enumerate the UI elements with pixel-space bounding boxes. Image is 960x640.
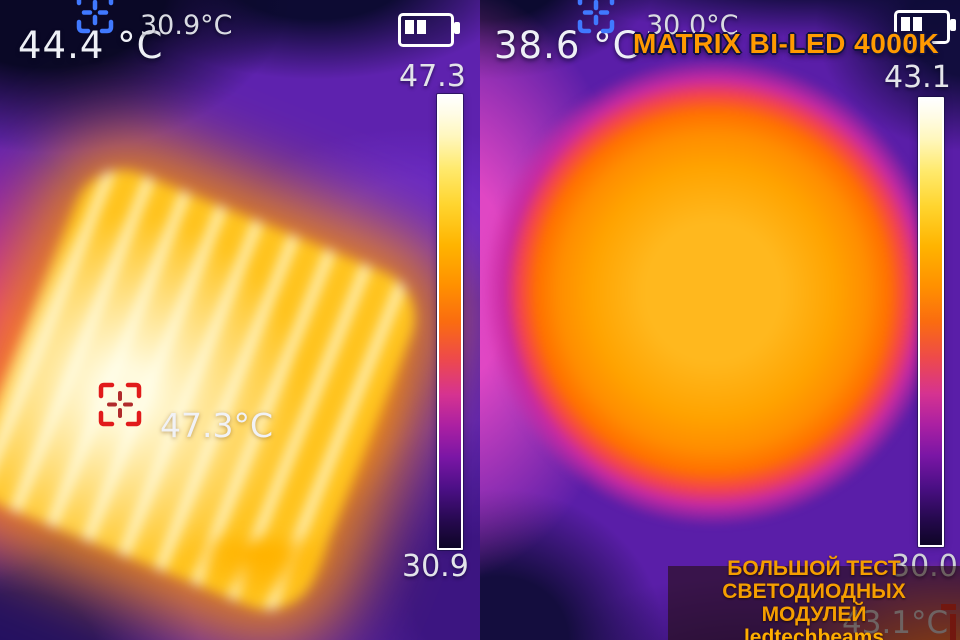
- scale-max-label: 43.1: [884, 60, 951, 95]
- secondary-temp-readout: 30.0°C: [646, 10, 739, 41]
- battery-bar: [405, 20, 414, 34]
- bottom-heat-glow: [160, 540, 360, 640]
- center-spot-reticle-icon: [577, 0, 615, 34]
- watermark-line-2: СВЕТОДИОДНЫХ МОДУЛЕЙ: [722, 580, 906, 626]
- secondary-temp-readout: 30.9°C: [140, 10, 233, 41]
- battery-bar: [901, 17, 910, 31]
- max-temp-spot-marker-icon: [98, 382, 142, 427]
- scale-min-label: 30.9: [402, 549, 469, 584]
- spot-temp-label: 47.3°C: [160, 406, 274, 445]
- center-spot-reticle-icon: [76, 0, 114, 34]
- thermal-panel-right: 38.6 °C 30.0°C 43.1 30.0: [480, 0, 960, 640]
- battery-bar: [913, 17, 922, 31]
- main-temp-readout: 38.6 °C: [494, 24, 640, 67]
- scale-max-label: 47.3: [399, 59, 466, 94]
- battery-bar: [417, 20, 426, 34]
- thermal-panel-left: 44.4 °C 30.9°C 47.3 30.9: [0, 0, 480, 640]
- video-title-overlay: MATRIX BI-LED 4000K: [633, 28, 940, 59]
- watermark-channel-name: ledtechbeams: [743, 626, 885, 640]
- temperature-colorbar: [918, 97, 944, 547]
- watermark-line-1: БОЛЬШОЙ ТЕСТ: [727, 557, 901, 580]
- channel-watermark-box: БОЛЬШОЙ ТЕСТ СВЕТОДИОДНЫХ МОДУЛЕЙ ledtec…: [668, 557, 960, 640]
- battery-icon: [398, 13, 460, 47]
- temperature-colorbar: [437, 94, 463, 550]
- battery-icon: [894, 10, 956, 44]
- led-lens-hot-disc: [480, 42, 958, 542]
